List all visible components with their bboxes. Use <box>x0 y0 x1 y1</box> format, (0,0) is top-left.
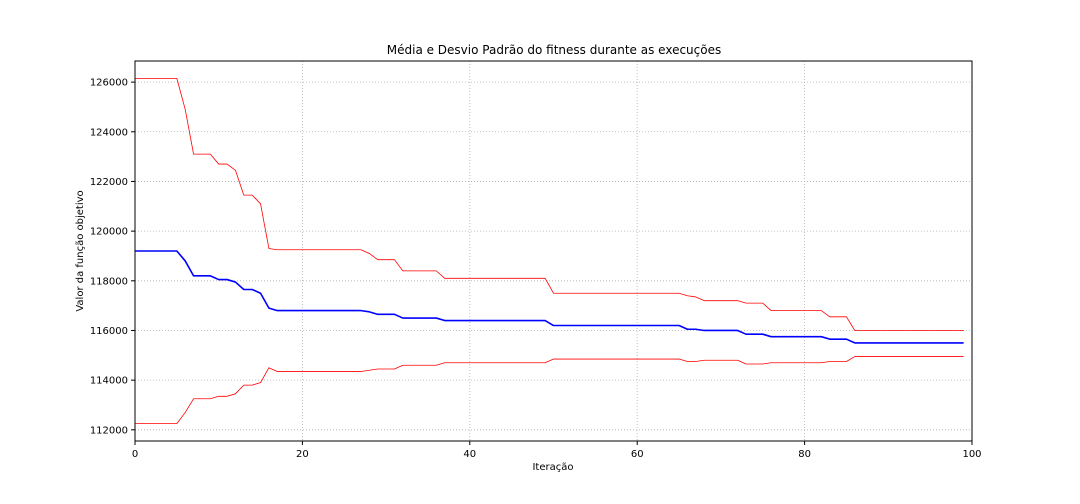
x-tick-label: 60 <box>631 449 644 460</box>
y-tick-label: 112000 <box>90 425 128 436</box>
x-tick-label: 0 <box>132 449 138 460</box>
series-group <box>135 77 964 425</box>
y-tick-label: 126000 <box>90 78 128 89</box>
x-axis-label: Iteração <box>532 462 573 473</box>
ticks: 0 20 40 60 80 100 112000 114000 116000 118000 1200… <box>90 78 982 460</box>
y-tick-label: 124000 <box>90 127 128 138</box>
x-tick-label: 20 <box>296 449 309 460</box>
y-tick-label: 114000 <box>90 376 128 387</box>
lower-bound-line <box>135 356 964 425</box>
y-tick-label: 118000 <box>90 276 128 287</box>
x-tick-label: 80 <box>798 449 811 460</box>
plot-frame <box>134 60 973 442</box>
y-axis-label: Valor da função objetivo <box>75 190 86 311</box>
x-tick-label: 40 <box>463 449 476 460</box>
chart-title: Média e Desvio Padrão do fitness durante… <box>387 43 721 57</box>
y-tick-label: 120000 <box>90 227 128 238</box>
mean-line <box>135 250 964 344</box>
y-tick-label: 116000 <box>90 326 128 337</box>
grid <box>134 61 973 441</box>
y-tick-label: 122000 <box>90 177 128 188</box>
x-tick-label: 100 <box>962 449 981 460</box>
upper-bound-line <box>135 77 964 331</box>
